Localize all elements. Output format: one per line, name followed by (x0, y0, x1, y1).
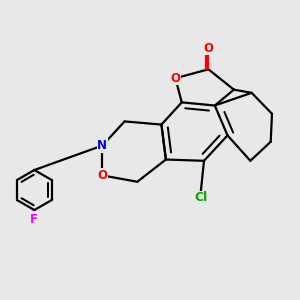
Text: O: O (97, 169, 107, 182)
Text: O: O (203, 42, 214, 55)
Text: O: O (170, 72, 180, 85)
Text: Cl: Cl (194, 191, 208, 204)
Text: F: F (30, 213, 38, 226)
Text: N: N (97, 139, 107, 152)
